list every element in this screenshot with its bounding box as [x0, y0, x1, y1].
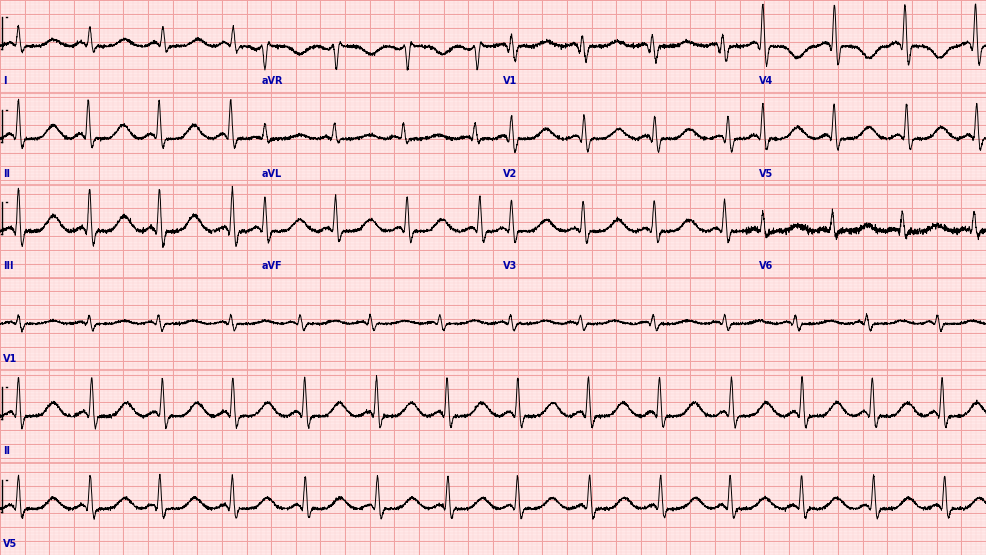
Text: aVL: aVL	[261, 169, 282, 179]
Text: aVR: aVR	[261, 76, 283, 86]
Text: II: II	[3, 446, 10, 456]
Text: V5: V5	[759, 169, 773, 179]
Text: V2: V2	[503, 169, 517, 179]
Text: V1: V1	[3, 354, 17, 364]
Text: aVF: aVF	[261, 261, 282, 271]
Text: V5: V5	[3, 538, 17, 548]
Text: III: III	[3, 261, 14, 271]
Text: II: II	[3, 169, 10, 179]
Text: I: I	[3, 76, 7, 86]
Text: V1: V1	[503, 76, 517, 86]
Text: V4: V4	[759, 76, 773, 86]
Text: V6: V6	[759, 261, 773, 271]
Text: V3: V3	[503, 261, 517, 271]
